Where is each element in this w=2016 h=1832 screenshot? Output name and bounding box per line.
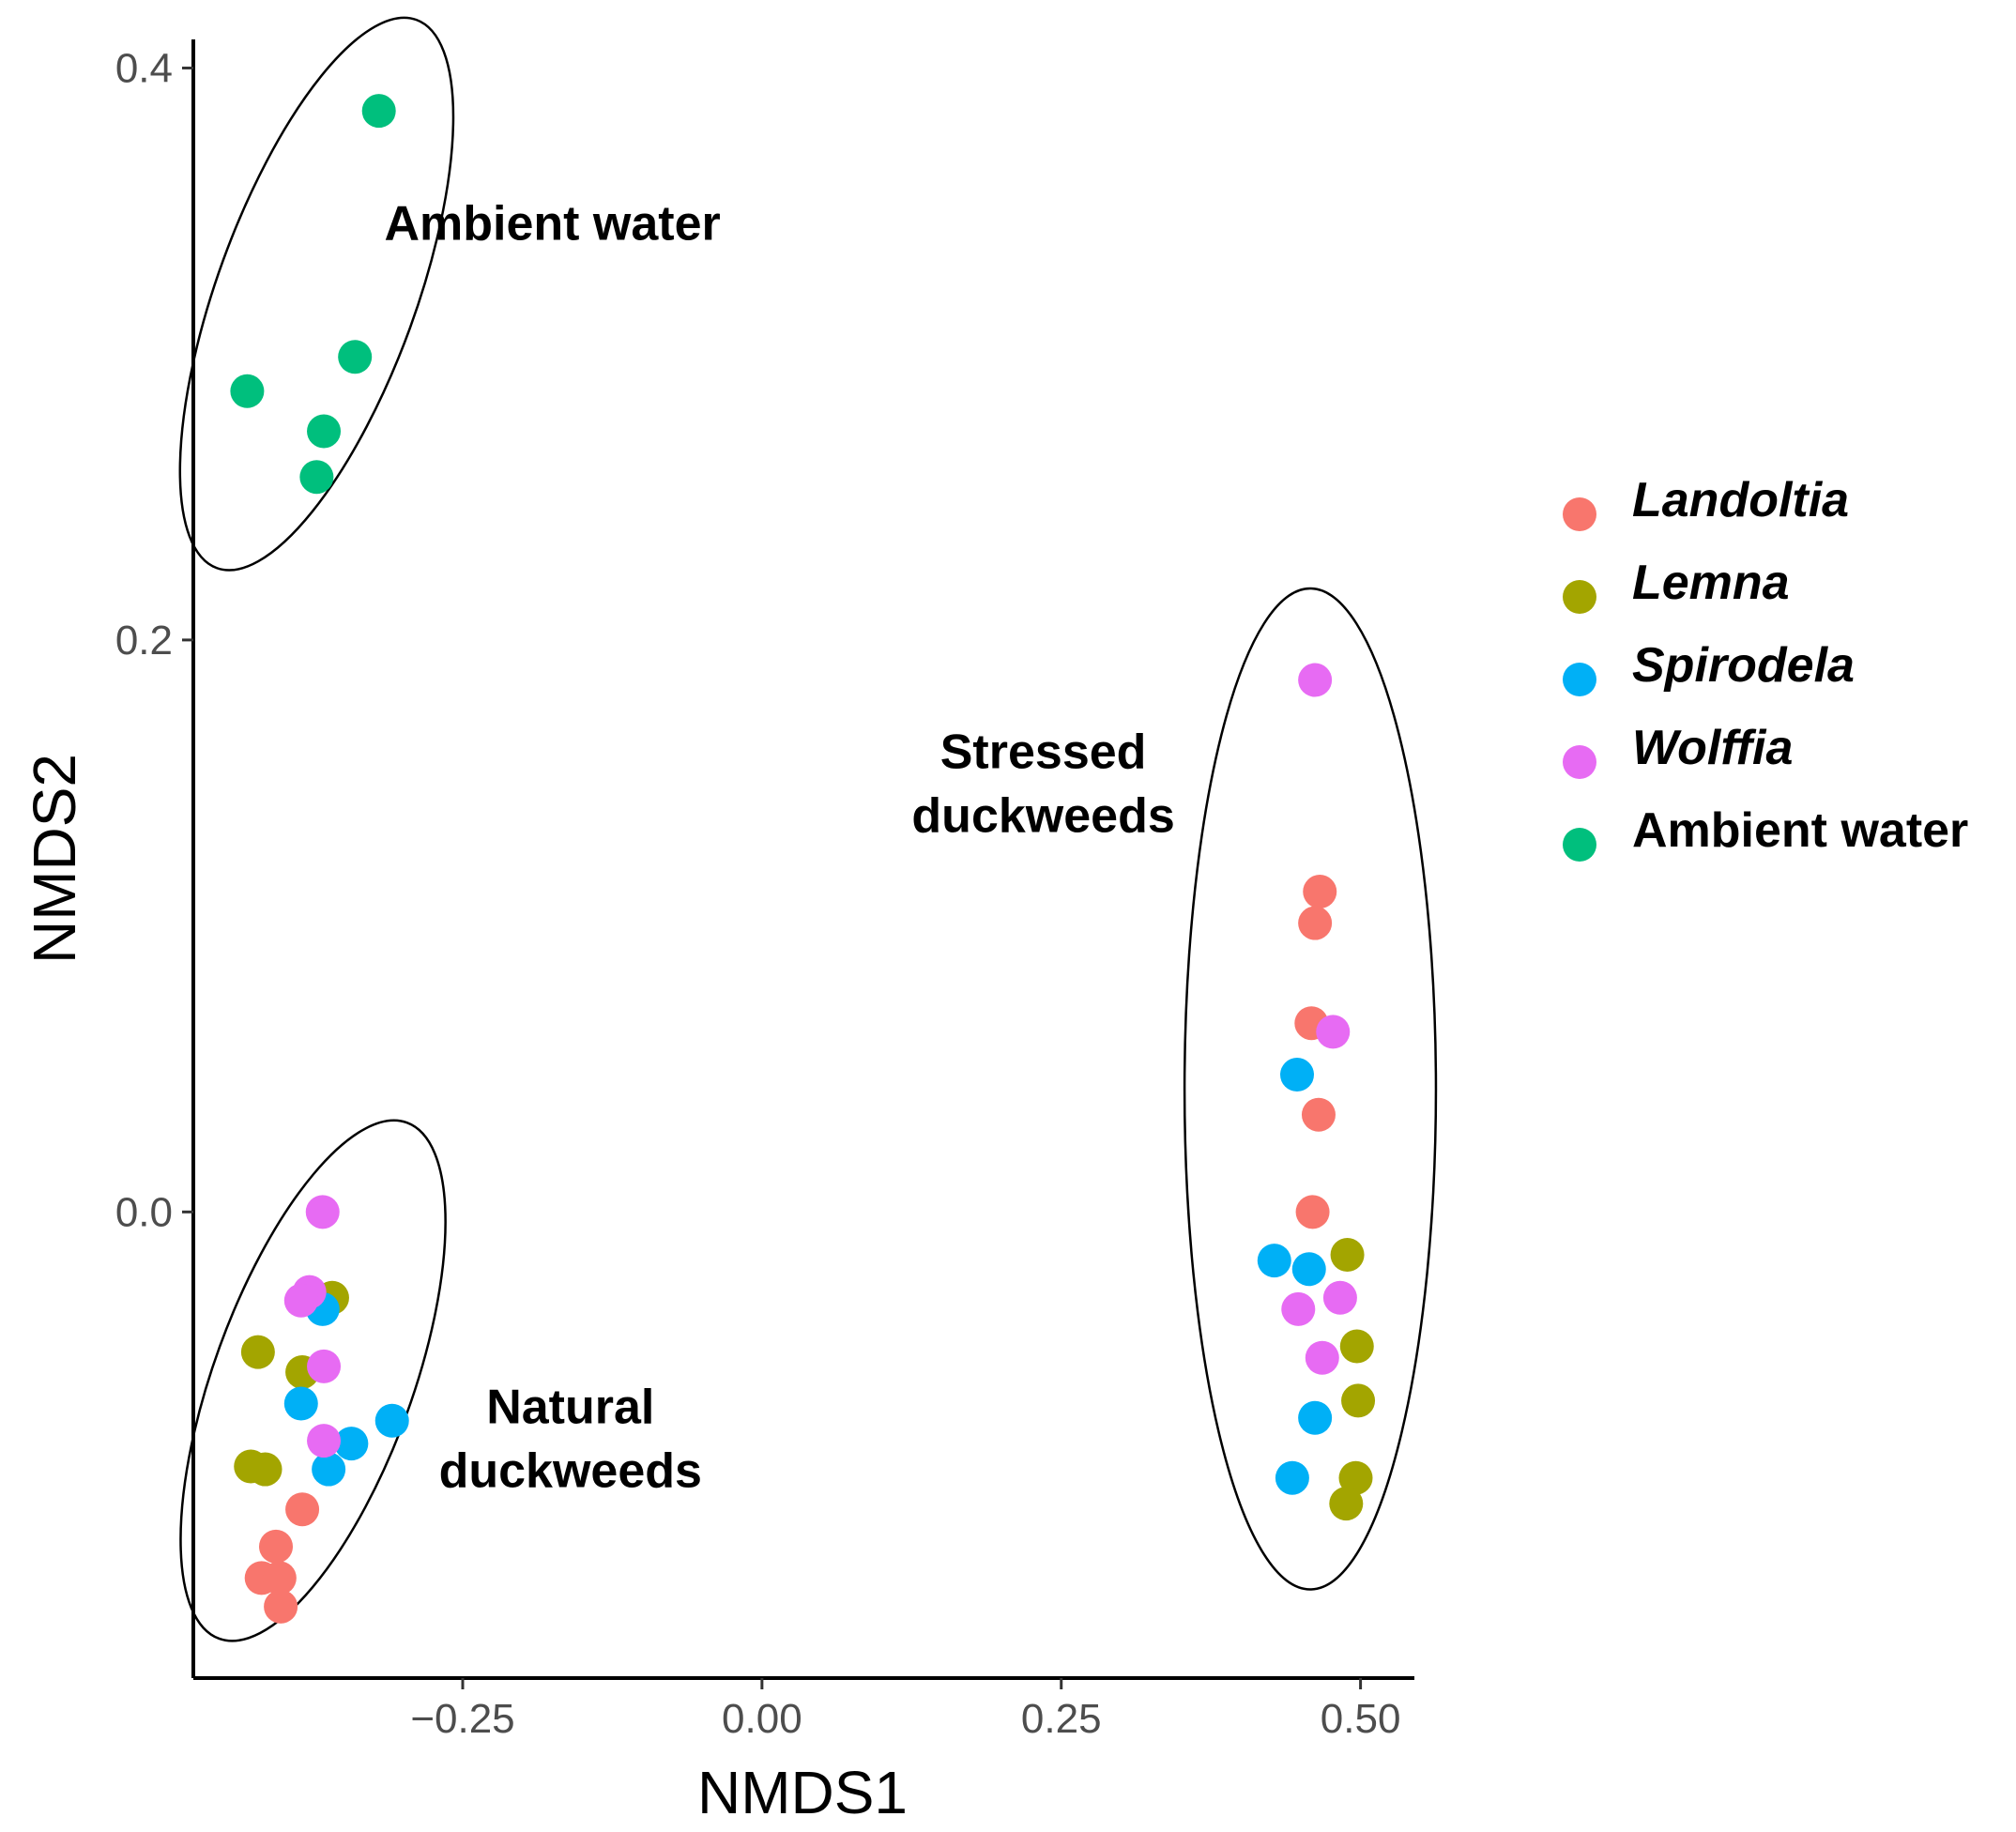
point-landoltia-1: [285, 1492, 320, 1527]
y-tick-label: 0.2: [115, 618, 173, 664]
point-landoltia-10: [1295, 1195, 1330, 1229]
points-layer: [230, 94, 1376, 1624]
point-landoltia-2: [259, 1529, 294, 1564]
point-wolffia-3: [283, 1283, 318, 1318]
x-tick-label: 0.25: [1021, 1696, 1102, 1742]
point-spirodela-2: [283, 1386, 318, 1421]
point-lemna-2: [240, 1335, 275, 1369]
point-lemna-6: [1330, 1238, 1365, 1273]
point-lemna-8: [1341, 1383, 1376, 1418]
x-axis-title: NMDS1: [697, 1759, 908, 1826]
point-ambient-water-2: [338, 340, 373, 374]
ellipses-layer: [178, 16, 1438, 1642]
point-ambient-water-5: [299, 460, 334, 495]
point-landoltia-6: [1303, 875, 1337, 909]
ticks-layer: −0.25 0.00 0.25 0.50 0.0 0.2 0.4: [115, 45, 1401, 1742]
point-landoltia-5: [264, 1589, 298, 1624]
point-wolffia-6: [1298, 663, 1333, 697]
point-wolffia-4: [307, 1349, 342, 1383]
point-lemna-10: [1329, 1487, 1364, 1521]
x-tick-label: 0.00: [722, 1696, 802, 1742]
point-wolffia-8: [1322, 1280, 1357, 1315]
ellipse-ambient-water: [178, 16, 455, 572]
y-tick-label: 0.0: [115, 1189, 173, 1235]
point-wolffia-7: [1316, 1015, 1351, 1049]
point-spirodela-3: [374, 1403, 409, 1438]
point-ambient-water-3: [230, 374, 265, 408]
point-lemna-7: [1339, 1329, 1374, 1364]
point-spirodela-6: [1280, 1058, 1315, 1092]
annotation-natural-duckweeds: Natural duckweeds: [439, 1380, 702, 1498]
point-spirodela-5: [312, 1452, 346, 1487]
legend-label-ambient-water: Ambient water: [1632, 803, 1968, 858]
point-spirodela-9: [1298, 1400, 1333, 1435]
point-wolffia-1: [305, 1195, 340, 1229]
point-spirodela-8: [1291, 1252, 1326, 1287]
point-spirodela-4: [334, 1427, 369, 1461]
point-lemna-5: [248, 1452, 283, 1487]
annotations-layer: Ambient water Natural duckweeds Stressed duc…: [384, 196, 1174, 1498]
legend-key-wolffia: [1563, 745, 1596, 779]
point-landoltia-4: [262, 1561, 297, 1595]
legend-key-spirodela: [1563, 663, 1596, 696]
x-tick-label: 0.50: [1321, 1696, 1401, 1742]
point-lemna-9: [1338, 1460, 1373, 1495]
legend-label-spirodela: Spirodela: [1632, 638, 1855, 693]
legend-label-wolffia: Wolffia: [1632, 721, 1793, 775]
legend-key-landoltia: [1563, 497, 1596, 531]
point-wolffia-9: [1281, 1291, 1316, 1326]
point-wolffia-10: [1305, 1340, 1339, 1375]
y-tick-label: 0.4: [115, 45, 173, 91]
legend-label-landoltia: Landoltia: [1632, 473, 1849, 527]
point-ambient-water-1: [361, 94, 396, 129]
point-spirodela-10: [1275, 1460, 1309, 1495]
ellipse-stressed-duckweeds: [1183, 587, 1438, 1591]
point-ambient-water-4: [307, 414, 342, 449]
x-tick-label: −0.25: [410, 1696, 514, 1742]
legend-label-lemna: Lemna: [1632, 556, 1790, 610]
legend: Landoltia Lemna Spirodela Wolffia Ambient wa…: [1563, 473, 1968, 862]
point-landoltia-7: [1298, 906, 1333, 940]
annotation-stressed-duckweeds: Stressed duckweeds: [911, 725, 1174, 844]
legend-key-ambient-water: [1563, 828, 1596, 862]
annotation-ambient-water: Ambient water: [384, 196, 720, 251]
y-axis-title: NMDS2: [21, 754, 88, 964]
point-wolffia-5: [307, 1424, 342, 1458]
point-landoltia-9: [1301, 1097, 1336, 1132]
axes-layer: [191, 39, 1414, 1680]
point-spirodela-7: [1257, 1244, 1291, 1278]
legend-key-lemna: [1563, 580, 1596, 614]
